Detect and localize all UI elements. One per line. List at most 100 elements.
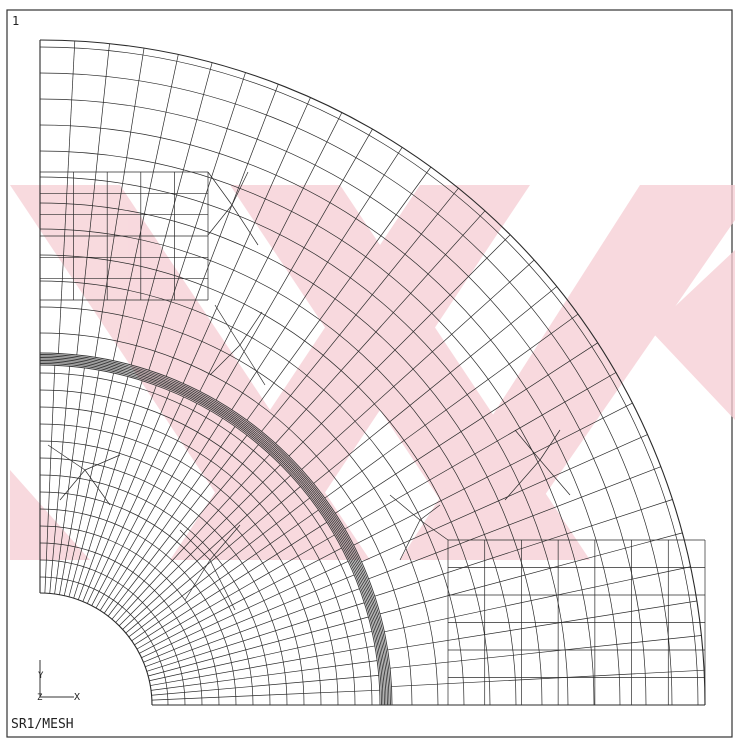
mesh-radial-line	[112, 54, 179, 361]
mesh-radial-line	[103, 426, 236, 614]
mesh-radial-line	[313, 286, 558, 484]
mesh-radial-line	[118, 464, 281, 627]
mesh-radial-line	[261, 187, 459, 432]
mesh-line	[84, 454, 121, 471]
mesh-radial-line	[145, 588, 360, 668]
triad-x-label: X	[74, 692, 80, 703]
interface-band-arc	[39, 355, 390, 706]
mesh-radial-line	[139, 547, 342, 654]
mesh-radial-line	[136, 534, 335, 650]
mesh-radial-line	[151, 689, 380, 701]
interface-band-arc	[39, 358, 387, 706]
mesh-radial-line	[94, 48, 145, 358]
mesh-radial-line	[390, 635, 702, 669]
axis-triad-icon: Y Z X	[37, 660, 80, 703]
mesh-radial-line	[76, 43, 110, 355]
triad-y-label: Y	[38, 671, 44, 681]
mesh-line	[209, 559, 236, 611]
mesh-radial-line	[215, 128, 373, 401]
mesh-radial-line	[182, 97, 311, 384]
mesh-radial-line	[391, 669, 705, 687]
mesh-radial-line	[59, 370, 100, 595]
mesh-radial-line	[68, 376, 129, 597]
mesh-radial-line	[63, 372, 114, 596]
mesh-line	[84, 469, 111, 506]
mesh-radial-line	[335, 342, 598, 514]
mesh-radial-line	[150, 645, 375, 686]
mesh-radial-line	[58, 40, 76, 354]
mesh-radial-line	[324, 313, 579, 499]
mesh-line	[59, 469, 86, 501]
mesh-radial-line	[150, 660, 378, 691]
interface-band-arc	[39, 360, 385, 706]
mesh-line	[179, 529, 211, 561]
mesh-line	[504, 459, 541, 501]
mesh-radial-line	[73, 380, 143, 599]
mesh-line	[514, 429, 541, 461]
mesh-radial-line	[115, 454, 270, 623]
window-number: 1	[12, 14, 19, 28]
mesh-radial-line	[131, 509, 319, 642]
mesh-radial-line	[301, 259, 535, 470]
mesh-line	[239, 344, 266, 386]
mesh-line	[209, 524, 241, 561]
mesh-radial-line	[379, 532, 683, 615]
mesh-radial-line	[130, 62, 213, 366]
mesh-radial-line	[246, 166, 432, 421]
mesh-radial-line	[374, 499, 673, 597]
mesh-line	[214, 304, 241, 346]
mesh-radial-line	[99, 418, 223, 611]
mesh-line	[47, 444, 86, 471]
mesh-radial-line	[368, 466, 661, 580]
mesh-radial-line	[165, 84, 279, 377]
mesh-radial-line	[87, 396, 185, 604]
mesh-radial-line	[148, 72, 246, 371]
mesh-radial-line	[387, 600, 697, 651]
mesh-line	[207, 171, 233, 206]
interface-band-arc	[39, 361, 384, 706]
mesh-radial-line	[149, 631, 373, 682]
mesh-radial-line	[82, 390, 171, 602]
mesh-line	[231, 204, 259, 246]
mesh-radial-line	[44, 365, 56, 594]
mesh-line	[209, 344, 241, 376]
mesh-line	[231, 171, 249, 206]
plot-title: SR1/MESH	[11, 717, 74, 732]
mesh-radial-line	[122, 475, 291, 630]
mesh-line	[239, 311, 263, 346]
mesh-line	[207, 204, 233, 236]
mesh-radial-line	[146, 602, 365, 672]
mesh-radial-line	[134, 522, 327, 646]
mesh-line	[399, 519, 421, 561]
mesh-radial-line	[54, 367, 85, 595]
mesh-radial-line	[353, 402, 633, 546]
mesh-line	[389, 494, 421, 521]
mesh-radial-line	[141, 560, 349, 658]
mesh-radial-line	[107, 435, 248, 617]
finite-element-mesh	[39, 39, 706, 706]
mesh-radial-line	[199, 112, 343, 392]
mesh-radial-line	[361, 434, 648, 563]
mesh-line	[539, 429, 561, 461]
watermark	[10, 185, 735, 560]
mesh-radial-line	[288, 234, 511, 457]
interface-band-arc	[39, 363, 382, 706]
mesh-radial-line	[143, 574, 355, 663]
mesh-radial-line	[275, 210, 486, 444]
mesh-line	[419, 519, 449, 541]
mesh-radial-line	[148, 616, 369, 677]
mesh-radial-line	[231, 147, 403, 410]
mesh-radial-line	[384, 566, 691, 633]
mesh-radial-line	[91, 403, 198, 606]
mesh-line	[539, 459, 571, 496]
triad-z-label: Z	[37, 693, 43, 703]
mesh-radial-line	[77, 385, 157, 600]
mesh-radial-line	[95, 410, 211, 609]
mesh-radial-line	[128, 497, 310, 638]
mesh-radial-line	[49, 366, 70, 594]
mesh-radial-line	[151, 675, 379, 696]
mesh-line	[419, 504, 441, 521]
mesh-radial-line	[125, 486, 301, 634]
interface-band-arc	[39, 354, 391, 706]
